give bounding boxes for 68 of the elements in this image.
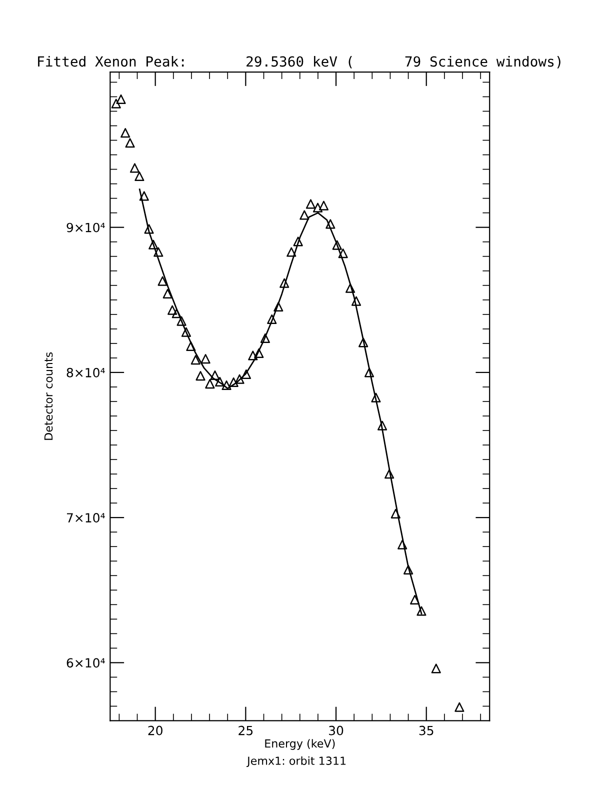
- x-tick-label: 30: [329, 726, 344, 736]
- point: [120, 128, 130, 138]
- text: Jemx1: orbit 1311: [246, 756, 346, 768]
- y-axis-title: Detector counts: [44, 352, 53, 440]
- point: [384, 469, 394, 479]
- point: [181, 327, 192, 337]
- point: [274, 302, 284, 312]
- point: [346, 283, 356, 293]
- point: [241, 369, 252, 379]
- point: [116, 94, 126, 104]
- point: [332, 240, 342, 250]
- point: [300, 210, 310, 220]
- point: [144, 224, 154, 234]
- point: [248, 350, 258, 360]
- y-tick-label: 6×10⁴: [66, 658, 105, 668]
- point: [371, 392, 381, 402]
- point: [318, 200, 329, 210]
- x-tick-label: 25: [238, 726, 253, 736]
- point: [260, 333, 270, 343]
- point: [390, 508, 400, 518]
- point: [172, 308, 182, 318]
- point: [154, 247, 164, 257]
- point: [222, 380, 232, 390]
- point: [293, 236, 303, 246]
- point: [148, 240, 158, 250]
- point: [267, 314, 277, 324]
- point: [306, 199, 316, 209]
- point: [186, 341, 196, 351]
- y-tick-label: 8×10⁴: [66, 368, 105, 378]
- point: [215, 376, 225, 387]
- point: [377, 420, 388, 430]
- point: [196, 371, 206, 381]
- point: [158, 276, 168, 286]
- x-axis-title: Energy (keV): [265, 739, 335, 750]
- point: [130, 163, 140, 173]
- chart-title: Fitted Xenon Peak: 29.5360 keV ( 79 Science windows): [38, 56, 560, 68]
- point: [210, 370, 220, 380]
- point: [139, 191, 149, 201]
- point: [190, 355, 200, 365]
- point: [404, 564, 414, 574]
- x-tick-label: 35: [419, 726, 434, 736]
- point: [410, 594, 420, 604]
- point: [111, 98, 121, 108]
- point: [358, 338, 368, 348]
- point: [162, 288, 172, 298]
- point: [168, 305, 178, 315]
- point: [286, 247, 296, 257]
- point: [228, 377, 238, 387]
- point: [338, 248, 348, 258]
- point: [176, 316, 186, 326]
- point: [234, 374, 244, 384]
- point: [454, 702, 464, 712]
- point: [364, 368, 374, 378]
- y-tick-label: 9×10⁴: [66, 222, 105, 232]
- point: [351, 296, 362, 306]
- point: [205, 378, 215, 389]
- point: [416, 606, 426, 616]
- point: [326, 219, 336, 229]
- point: [431, 664, 441, 674]
- point: [134, 171, 144, 182]
- point: [125, 138, 135, 148]
- point: [200, 354, 210, 364]
- point: [312, 202, 323, 212]
- y-tick-label: 7×10⁴: [66, 513, 105, 522]
- x-tick-label: 20: [148, 726, 162, 736]
- point: [254, 348, 264, 358]
- point: [398, 540, 408, 550]
- point: [280, 278, 290, 288]
